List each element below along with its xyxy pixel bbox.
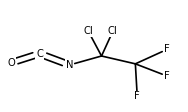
- Text: F: F: [134, 91, 140, 101]
- Text: O: O: [7, 58, 15, 68]
- Text: C: C: [36, 49, 43, 59]
- Text: F: F: [164, 44, 170, 54]
- Text: Cl: Cl: [108, 26, 118, 36]
- Text: N: N: [66, 60, 73, 70]
- Text: F: F: [164, 71, 170, 81]
- Text: Cl: Cl: [83, 26, 93, 36]
